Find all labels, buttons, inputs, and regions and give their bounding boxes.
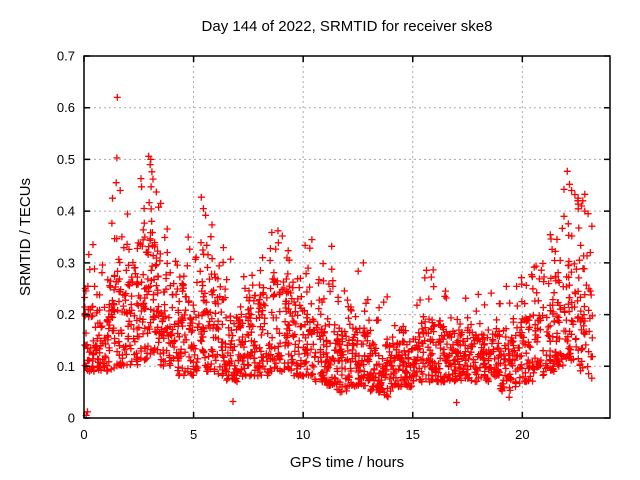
- chart-title: Day 144 of 2022, SRMTID for receiver ske…: [201, 18, 493, 35]
- scatter-points: [81, 93, 596, 419]
- x-tick-label: 5: [190, 427, 197, 442]
- y-tick-label: 0: [68, 411, 75, 426]
- x-axis-label: GPS time / hours: [289, 454, 405, 471]
- x-tick-label: 0: [80, 427, 87, 442]
- gridlines: [84, 56, 610, 418]
- y-tick-label: 0.5: [57, 152, 75, 167]
- plot-border: [83, 55, 611, 419]
- y-tick-label: 0.3: [57, 255, 75, 270]
- y-tick-label: 0.1: [57, 359, 75, 374]
- y-tick-label: 0.4: [57, 204, 75, 219]
- y-tick-label: 0.7: [57, 49, 75, 64]
- x-tick-label: 10: [296, 427, 310, 442]
- x-tick-label: 15: [406, 427, 420, 442]
- y-tick-label: 0.6: [57, 100, 75, 115]
- x-tick-label: 20: [515, 427, 529, 442]
- y-tick-label: 0.2: [57, 307, 75, 322]
